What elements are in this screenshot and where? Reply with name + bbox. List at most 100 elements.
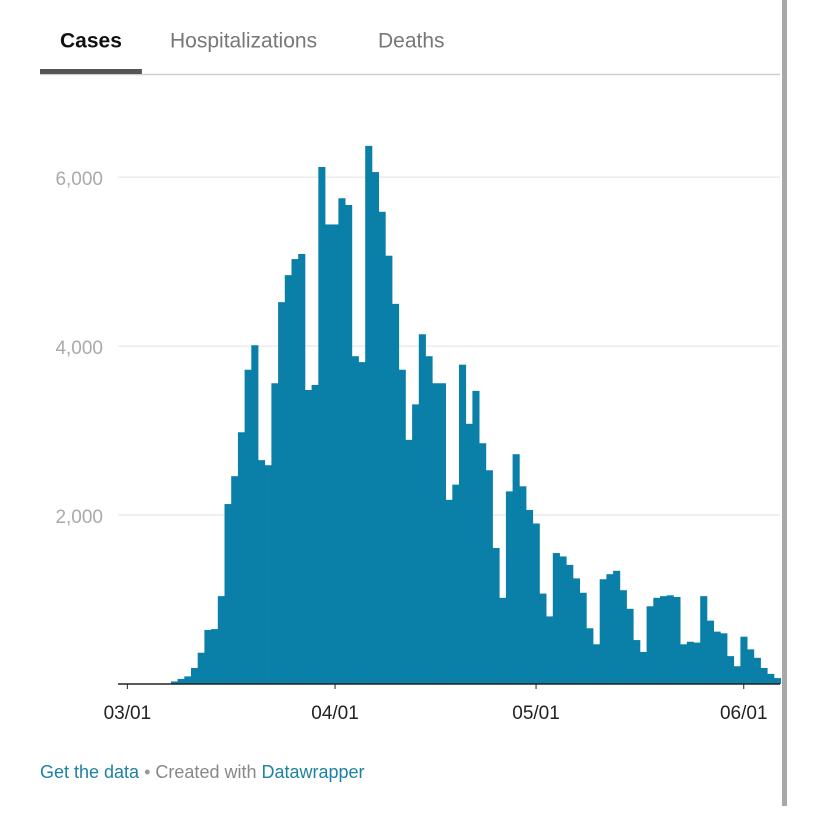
bar: [472, 390, 480, 684]
bar: [311, 384, 319, 684]
bar: [291, 259, 299, 684]
x-tick-label: 05/01: [512, 703, 560, 724]
bar: [646, 606, 654, 684]
active-tab-underline: [40, 69, 142, 74]
bar: [211, 629, 219, 684]
bar: [639, 651, 647, 684]
bar: [753, 657, 761, 684]
bar: [680, 644, 688, 684]
bar: [237, 432, 245, 684]
bar: [552, 553, 560, 684]
bar: [727, 656, 735, 684]
bar: [626, 608, 634, 684]
bar: [700, 596, 708, 684]
x-tick-label: 04/01: [311, 703, 359, 724]
side-bar: [782, 0, 787, 806]
bar: [733, 666, 741, 684]
bar: [619, 590, 627, 684]
y-tick-label: 6,000: [55, 169, 103, 190]
x-tick-label: 03/01: [104, 703, 152, 724]
bar: [693, 642, 701, 684]
bar: [566, 564, 574, 684]
bar: [512, 454, 520, 684]
bar: [438, 383, 446, 684]
bar: [706, 620, 714, 684]
bar: [760, 667, 768, 684]
bar: [546, 616, 554, 684]
bar: [445, 499, 453, 684]
bar: [613, 570, 621, 684]
bar: [673, 596, 681, 684]
bar: [432, 383, 440, 684]
bar: [747, 649, 755, 684]
y-tick-label: 4,000: [55, 338, 103, 359]
get-data-link[interactable]: Get the data: [40, 762, 140, 782]
bar: [773, 678, 781, 684]
bar: [398, 369, 406, 684]
bar: [385, 255, 393, 685]
separator: •: [144, 762, 150, 782]
tab[interactable]: Cases: [60, 30, 122, 53]
bar: [258, 460, 266, 684]
bar: [559, 556, 567, 684]
plot: 2,000 4,000 6,000 03/01 04/01 05/01 06/01: [55, 145, 781, 724]
bar: [572, 578, 580, 684]
bar: [499, 597, 507, 684]
credit: Created with: [155, 762, 256, 782]
bar: [170, 681, 178, 684]
tab[interactable]: Hospitalizations: [170, 30, 317, 53]
bar: [378, 211, 386, 684]
bar: [184, 676, 192, 684]
bar: [526, 509, 534, 684]
bar: [405, 439, 413, 684]
bar: [371, 172, 379, 684]
bar: [713, 631, 721, 684]
bar: [365, 145, 373, 684]
bar: [532, 523, 540, 684]
bar: [479, 443, 487, 684]
bar: [485, 470, 493, 684]
bar: [345, 205, 353, 684]
bar: [358, 362, 366, 684]
bar: [351, 356, 359, 684]
bar: [204, 629, 212, 684]
bar: [633, 640, 641, 684]
bar: [459, 364, 467, 684]
bar: [452, 484, 460, 684]
bar: [412, 404, 420, 684]
bar: [264, 465, 272, 684]
bar: [231, 476, 239, 684]
y-tick-label: 2,000: [55, 507, 103, 528]
bar: [539, 593, 547, 684]
bar: [653, 597, 661, 684]
bar: [767, 673, 775, 684]
tool-link[interactable]: Datawrapper: [262, 762, 365, 782]
bar: [465, 423, 473, 684]
bar: [338, 198, 346, 685]
bar: [191, 667, 199, 684]
bar: [599, 579, 607, 684]
bar: [492, 547, 500, 684]
bar: [197, 652, 205, 684]
bar: [217, 596, 225, 684]
bar: [519, 486, 527, 684]
bar: [392, 303, 400, 684]
bar: [720, 633, 728, 684]
bar: [331, 224, 339, 685]
bar: [224, 504, 232, 684]
bar: [318, 166, 326, 684]
tab[interactable]: Deaths: [378, 30, 445, 53]
bar: [579, 592, 587, 684]
bar: [271, 383, 279, 684]
bar: [177, 678, 185, 684]
bar: [298, 254, 306, 684]
bar: [666, 595, 674, 684]
bar: [418, 334, 426, 684]
bar: [304, 390, 312, 684]
bar: [686, 641, 694, 684]
bar: [660, 596, 668, 684]
bar: [425, 356, 433, 684]
bar: [505, 491, 513, 684]
